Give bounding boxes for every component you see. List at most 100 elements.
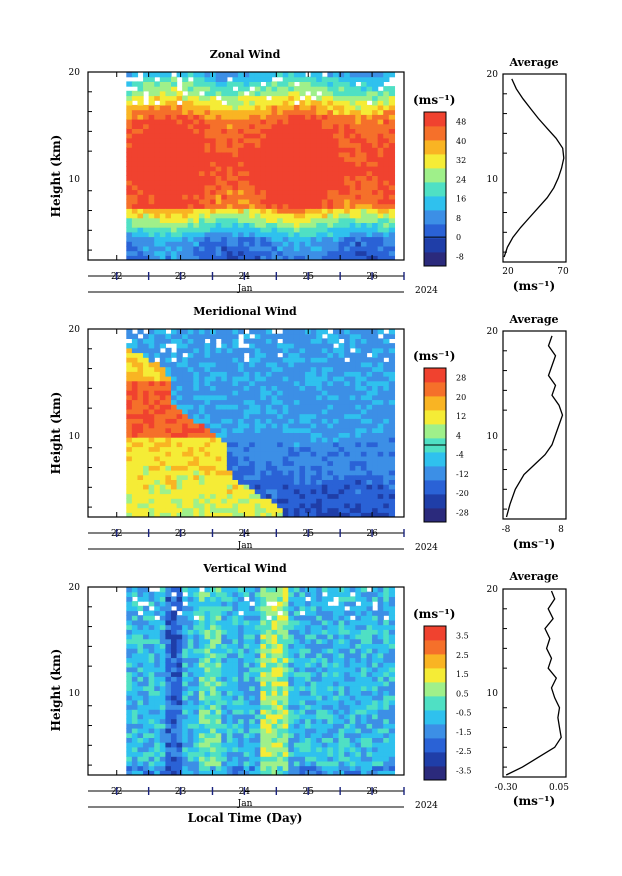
heatmap-cell	[154, 222, 161, 228]
heatmap-cell	[131, 399, 139, 405]
heatmap-cell	[137, 241, 144, 247]
heatmap-cell	[215, 213, 222, 219]
heatmap-cell	[187, 119, 194, 125]
heatmap-cell	[338, 189, 345, 195]
heatmap-cell	[215, 208, 222, 214]
heatmap-cell	[254, 361, 261, 368]
heatmap-cell	[232, 180, 239, 186]
heatmap-cell	[327, 114, 334, 120]
heatmap-cell	[154, 742, 161, 748]
heatmap-cell	[182, 333, 189, 339]
heatmap-cell	[299, 137, 306, 144]
heatmap-cell	[198, 217, 206, 223]
heatmap-cell	[277, 217, 284, 223]
heatmap-cell	[355, 498, 362, 504]
heatmap-cell	[193, 488, 200, 495]
heatmap-cell	[305, 502, 312, 509]
heatmap-cell	[254, 161, 261, 167]
heatmap-cell	[299, 451, 306, 457]
heatmap-cell	[131, 241, 139, 247]
heatmap-cell	[349, 128, 356, 134]
heatmap-cell	[215, 390, 222, 396]
heatmap-cell	[293, 119, 301, 125]
heatmap-cell	[288, 484, 295, 490]
heatmap-cell	[344, 227, 351, 233]
heatmap-cell	[148, 81, 155, 87]
heatmap-cell	[388, 114, 396, 120]
heatmap-cell	[159, 81, 167, 87]
heatmap-cell	[299, 408, 306, 415]
heatmap-cell	[182, 72, 189, 78]
heatmap-cell	[148, 591, 155, 597]
heatmap-cell	[170, 657, 178, 663]
heatmap-cell	[349, 137, 356, 144]
heatmap-cell	[310, 184, 317, 191]
heatmap-cell	[344, 109, 351, 115]
heatmap-cell	[238, 114, 245, 120]
heatmap-cell	[310, 371, 317, 377]
heatmap-cell	[305, 470, 312, 476]
heatmap-cell	[131, 671, 139, 677]
heatmap-cell	[165, 151, 172, 158]
heatmap-cell	[316, 380, 323, 386]
heatmap-cell	[366, 380, 373, 386]
zonal-title: Zonal Wind	[210, 48, 281, 61]
heatmap-cell	[131, 699, 139, 706]
heatmap-cell	[372, 123, 379, 129]
heatmap-cell	[232, 657, 239, 663]
heatmap-cell	[126, 619, 133, 626]
heatmap-cell	[332, 498, 340, 504]
heatmap-cell	[249, 695, 256, 701]
heatmap-cell	[238, 676, 245, 682]
heatmap-cell	[143, 72, 150, 78]
heatmap-cell	[372, 455, 379, 462]
heatmap-cell	[198, 418, 206, 424]
heatmap-cell	[271, 681, 278, 687]
heatmap-cell	[277, 460, 284, 466]
heatmap-cell	[338, 470, 345, 476]
heatmap-cell	[226, 90, 234, 97]
heatmap-cell	[349, 465, 356, 471]
heatmap-cell	[159, 451, 167, 457]
heatmap-cell	[137, 95, 144, 101]
heatmap-cell	[383, 175, 390, 181]
heatmap-cell	[282, 352, 289, 358]
heatmap-cell	[238, 352, 245, 358]
heatmap-cell	[215, 699, 222, 706]
heatmap-cell	[170, 109, 178, 115]
heatmap-cell	[137, 732, 144, 738]
heatmap-cell	[360, 465, 368, 471]
heatmap-cell	[187, 648, 194, 654]
heatmap-cell	[338, 161, 345, 167]
heatmap-cell	[344, 231, 351, 238]
heatmap-cell	[143, 208, 150, 214]
heatmap-cell	[254, 479, 261, 485]
heatmap-cell	[176, 638, 183, 644]
heatmap-cell	[165, 184, 172, 191]
heatmap-cell	[143, 451, 150, 457]
heatmap-cell	[282, 502, 289, 509]
heatmap-cell	[377, 366, 384, 372]
heatmap-cell	[143, 151, 150, 158]
heatmap-cell	[310, 90, 317, 97]
heatmap-cell	[249, 648, 256, 654]
heatmap-cell	[360, 343, 368, 349]
heatmap-cell	[254, 390, 261, 396]
heatmap-cell	[332, 399, 340, 405]
heatmap-cell	[299, 488, 306, 495]
heatmap-cell	[260, 213, 267, 219]
heatmap-cell	[143, 728, 150, 734]
heatmap-cell	[249, 751, 256, 757]
heatmap-cell	[143, 498, 150, 504]
heatmap-cell	[143, 137, 150, 144]
average-profile-line	[503, 78, 565, 258]
heatmap-cell	[260, 399, 267, 405]
heatmap-cell	[232, 194, 239, 200]
colorbar-swatch	[424, 238, 446, 253]
heatmap-cell	[143, 357, 150, 363]
heatmap-cell	[349, 446, 356, 452]
heatmap-cell	[221, 652, 228, 659]
heatmap-cell	[366, 104, 373, 111]
heatmap-cell	[299, 380, 306, 386]
heatmap-cell	[366, 81, 373, 87]
